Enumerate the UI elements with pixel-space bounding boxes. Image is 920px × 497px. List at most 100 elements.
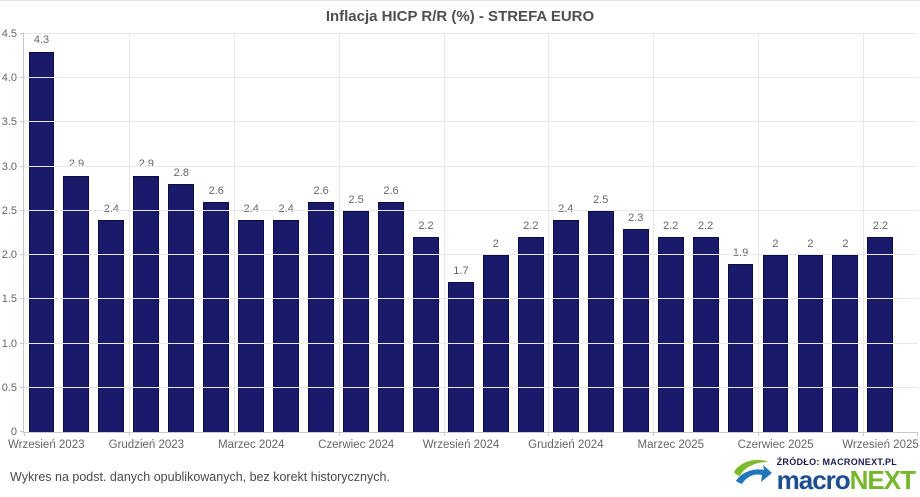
- y-gridline: [24, 298, 918, 300]
- page-title: Inflacja HICP R/R (%) - STREFA EURO: [325, 8, 595, 25]
- bar-column: 2.6: [374, 34, 409, 432]
- bar: [552, 219, 579, 432]
- x-tick-label: Grudzień 2023: [108, 439, 185, 451]
- bar-column: 2.9: [129, 34, 164, 432]
- bar-value-label: 2.2: [872, 220, 888, 233]
- brand-next: NEXT: [849, 464, 916, 495]
- x-axis-end-tick: [917, 432, 918, 436]
- bar-column: 2.4: [234, 34, 269, 432]
- bar: [692, 237, 719, 432]
- y-axis-tick: [20, 121, 24, 123]
- bar-column: 2.9: [59, 34, 94, 432]
- x-gridline: [758, 34, 760, 432]
- bar: [238, 219, 265, 432]
- y-tick-label: 3.0: [1, 160, 17, 173]
- bar: [28, 51, 55, 432]
- x-gridline: [443, 34, 445, 432]
- y-gridline: [24, 33, 918, 34]
- bar-value-label: 2.5: [593, 193, 609, 206]
- bar-column: 2.2: [863, 34, 898, 432]
- y-tick-label: 4.0: [1, 72, 17, 85]
- y-tick-label: 0.5: [1, 381, 17, 394]
- bar-column: 2: [758, 34, 793, 432]
- x-gridline: [653, 34, 655, 432]
- bar-column: 2: [828, 34, 863, 432]
- bar-column: 2.2: [688, 34, 723, 432]
- x-gridline: [233, 34, 235, 432]
- x-tick-label: Grudzień 2024: [528, 439, 604, 451]
- y-tick-label: 2.5: [1, 204, 17, 217]
- x-tick-label: Czerwiec 2025: [737, 439, 814, 451]
- y-axis-tick: [20, 165, 24, 167]
- bar-value-label: 2.6: [383, 184, 399, 197]
- x-axis-tick: [653, 432, 655, 436]
- bar-value-label: 2.9: [138, 158, 154, 171]
- x-gridline: [128, 34, 130, 432]
- bar: [482, 255, 509, 432]
- footer-note: Wykres na podst. danych opublikowanych, …: [10, 470, 390, 484]
- bar-value-label: 2.6: [313, 184, 329, 197]
- bar-value-label: 2.4: [558, 202, 574, 215]
- y-gridline: [24, 121, 918, 123]
- brand-macro: macro: [776, 464, 851, 495]
- bar-value-label: 1.9: [732, 247, 749, 260]
- bar: [133, 175, 160, 432]
- bar-value-label: 2: [842, 238, 849, 251]
- bar-value-label: 2.2: [523, 220, 539, 233]
- bar-value-label: 2.2: [418, 220, 434, 233]
- x-tick-label: Wrzesień 2024: [422, 439, 500, 451]
- x-axis-tick: [758, 432, 760, 436]
- x-axis-tick: [233, 432, 235, 436]
- bar: [447, 281, 474, 432]
- bar: [517, 237, 544, 432]
- bar-column: 1.9: [723, 34, 758, 432]
- bar-column: 2.5: [583, 34, 618, 432]
- bar: [622, 228, 649, 432]
- bar-value-label: 2: [807, 238, 814, 251]
- bar-column: 2.6: [304, 34, 339, 432]
- bar-value-label: 4.3: [33, 33, 50, 46]
- bar-value-label: 2.2: [662, 220, 679, 233]
- y-gridline: [24, 77, 918, 79]
- bar: [308, 202, 335, 432]
- bar-value-label: 2.3: [628, 211, 644, 224]
- y-axis-tick: [20, 431, 24, 432]
- bar: [587, 210, 614, 432]
- bar: [378, 202, 404, 432]
- x-tick-label: Marzec 2024: [217, 439, 285, 451]
- x-axis-tick: [443, 432, 445, 436]
- bar: [657, 237, 684, 432]
- bar-value-label: 2.8: [173, 167, 189, 180]
- bar: [727, 263, 754, 432]
- bar-value-label: 2.6: [208, 184, 224, 197]
- bar: [273, 219, 300, 432]
- y-axis-tick: [20, 342, 24, 344]
- y-tick-label: 3.5: [1, 116, 17, 129]
- bar-column: 2.8: [164, 34, 199, 432]
- y-tick-label: 1.0: [1, 337, 17, 350]
- bar: [413, 237, 439, 432]
- y-axis-tick: [20, 254, 24, 256]
- bars-container: 4.3 2.9 2.4 2.9 2.8 2.6 2.4 2.4 2.6 2.5 2.6 2.2 1.7 2…: [8, 34, 919, 451]
- bar: [832, 255, 859, 432]
- bar-column: 2: [478, 34, 513, 432]
- x-gridline: [863, 34, 865, 432]
- bar-column: 2.2: [408, 34, 443, 432]
- bar: [203, 202, 230, 432]
- bar-column: 2.6: [199, 34, 234, 432]
- bar: [762, 255, 789, 432]
- bar-value-label: 2.4: [103, 202, 120, 215]
- x-tick-label: Wrzesień 2023: [8, 439, 85, 451]
- x-tick-label: Marzec 2025: [637, 439, 704, 451]
- bar: [98, 219, 125, 432]
- x-axis-tick: [24, 432, 25, 436]
- y-tick-label: 0: [10, 426, 17, 438]
- x-axis-tick: [128, 432, 130, 436]
- y-tick-label: 4.5: [1, 28, 17, 40]
- x-axis-tick: [863, 432, 865, 436]
- bar-value-label: 2: [772, 238, 779, 251]
- bar-column: 2.4: [269, 34, 304, 432]
- logo-text-block: ŹRÓDŁO: MACRONEXT.PL macroNEXT: [776, 457, 916, 495]
- y-axis-tick: [20, 77, 24, 79]
- y-gridline: [24, 342, 918, 344]
